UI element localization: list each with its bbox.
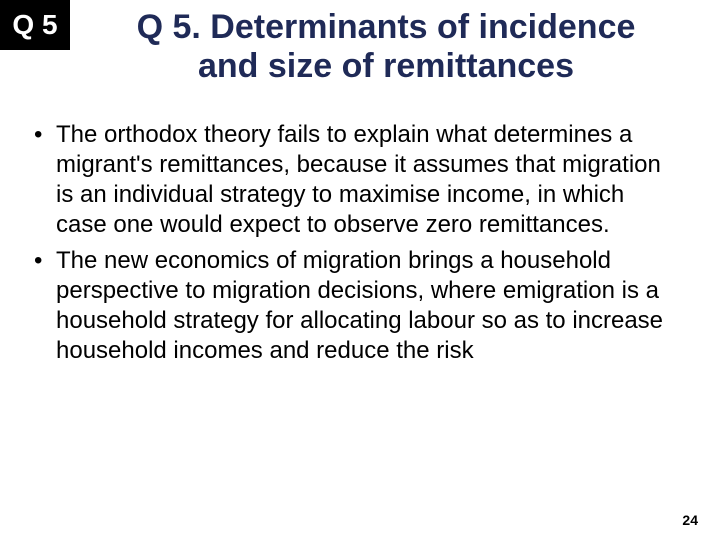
slide-badge: Q 5 (0, 0, 70, 50)
bullet-marker-icon: • (34, 246, 56, 276)
slide: Q 5 Q 5. Determinants of incidence and s… (0, 0, 720, 540)
slide-title-line2: and size of remittances (82, 47, 690, 86)
page-number: 24 (682, 512, 698, 528)
slide-title: Q 5. Determinants of incidence and size … (82, 8, 690, 86)
bullet-text: The orthodox theory fails to explain wha… (56, 120, 680, 240)
slide-title-line1: Q 5. Determinants of incidence (82, 8, 690, 47)
slide-badge-text: Q 5 (12, 9, 57, 41)
list-item: • The orthodox theory fails to explain w… (34, 120, 680, 240)
slide-body: • The orthodox theory fails to explain w… (34, 120, 680, 372)
bullet-marker-icon: • (34, 120, 56, 150)
bullet-text: The new economics of migration brings a … (56, 246, 680, 366)
list-item: • The new economics of migration brings … (34, 246, 680, 366)
